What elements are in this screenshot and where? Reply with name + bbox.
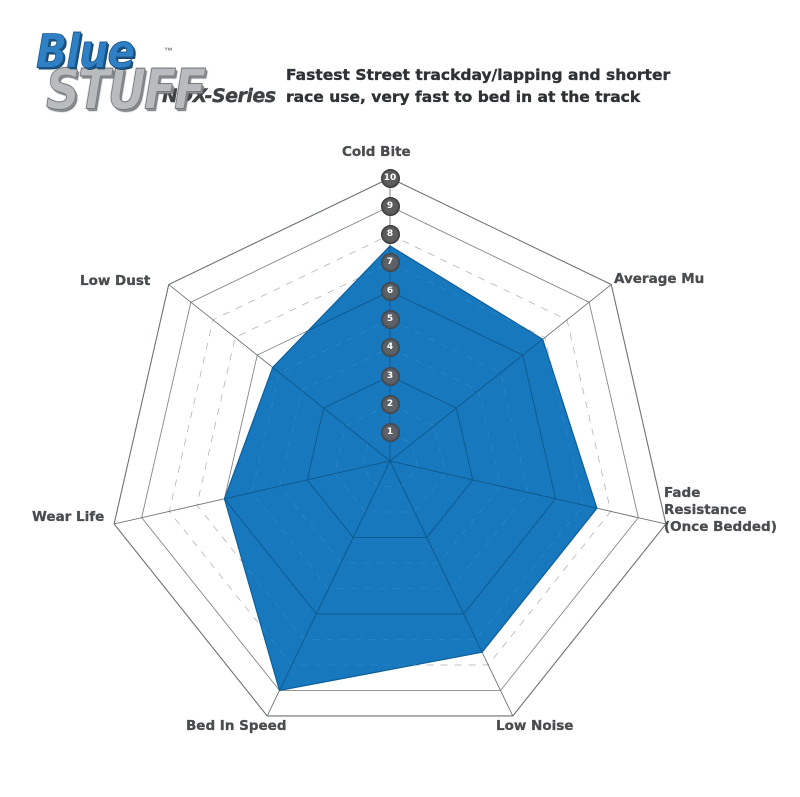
- radar-scale-tick-4: 4: [380, 338, 400, 358]
- header-banner: Blue STUFF ™ NDX-Series Fastest Street t…: [0, 0, 800, 135]
- axis-label-low-noise: Low Noise: [496, 718, 574, 734]
- trademark-symbol: ™: [164, 46, 173, 56]
- radar-grid-ring-inner: [279, 347, 501, 564]
- radar-scale-tick-6: 6: [380, 281, 400, 301]
- axis-label-fade-resistance: Fade Resistance (Once Bedded): [664, 485, 777, 536]
- radar-scale-tick-10: 10: [380, 168, 400, 188]
- radar-grid-ring-inner: [306, 375, 474, 538]
- header-tagline: Fastest Street trackday/lapping and shor…: [286, 66, 671, 106]
- logo-word-blue: Blue: [36, 24, 136, 79]
- radar-chart-svg: [113, 177, 667, 717]
- series-name-label: NDX-Series: [162, 85, 277, 107]
- radar-scale-tick-3: 3: [380, 366, 400, 386]
- radar-scale-tick-1: 1: [380, 423, 400, 443]
- axis-label-fade-line1: Fade: [664, 485, 701, 501]
- radar-scale-tick-9: 9: [380, 196, 400, 216]
- radar-scale-tick-2: 2: [380, 394, 400, 414]
- brand-logo: Blue STUFF ™: [36, 24, 207, 124]
- radar-grid-ring-inner: [334, 403, 446, 513]
- axis-label-cold-bite: Cold Bite: [342, 144, 411, 160]
- radar-scale-tick-7: 7: [380, 253, 400, 273]
- radar-outer-ring: [113, 177, 667, 717]
- axis-label-bed-in-speed: Bed In Speed: [186, 718, 287, 734]
- radar-grid-ring-inner: [361, 432, 419, 487]
- axis-label-wear-life: Wear Life: [32, 509, 105, 525]
- axis-label-average-mu: Average Mu: [614, 271, 705, 287]
- radar-data-polygon: [223, 245, 598, 692]
- radar-spoke-inner: [389, 460, 597, 525]
- radar-spoke-inner: [224, 460, 391, 525]
- axis-label-fade-line3: (Once Bedded): [664, 519, 777, 535]
- radar-grid-ring: [141, 205, 639, 691]
- axis-label-low-dust: Low Dust: [80, 273, 151, 289]
- radar-chart: Cold Bite Average Mu Fade Resistance (On…: [0, 130, 800, 790]
- radar-spoke-inner: [224, 284, 391, 462]
- logo-word-stuff: STUFF: [46, 58, 207, 124]
- radar-scale-tick-5: 5: [380, 310, 400, 329]
- radar-grid-ring-inner: [251, 319, 529, 589]
- radar-spoke-inner: [266, 460, 391, 691]
- axis-label-fade-line2: Resistance: [664, 502, 747, 518]
- radar-scale-tick-8: 8: [380, 225, 400, 245]
